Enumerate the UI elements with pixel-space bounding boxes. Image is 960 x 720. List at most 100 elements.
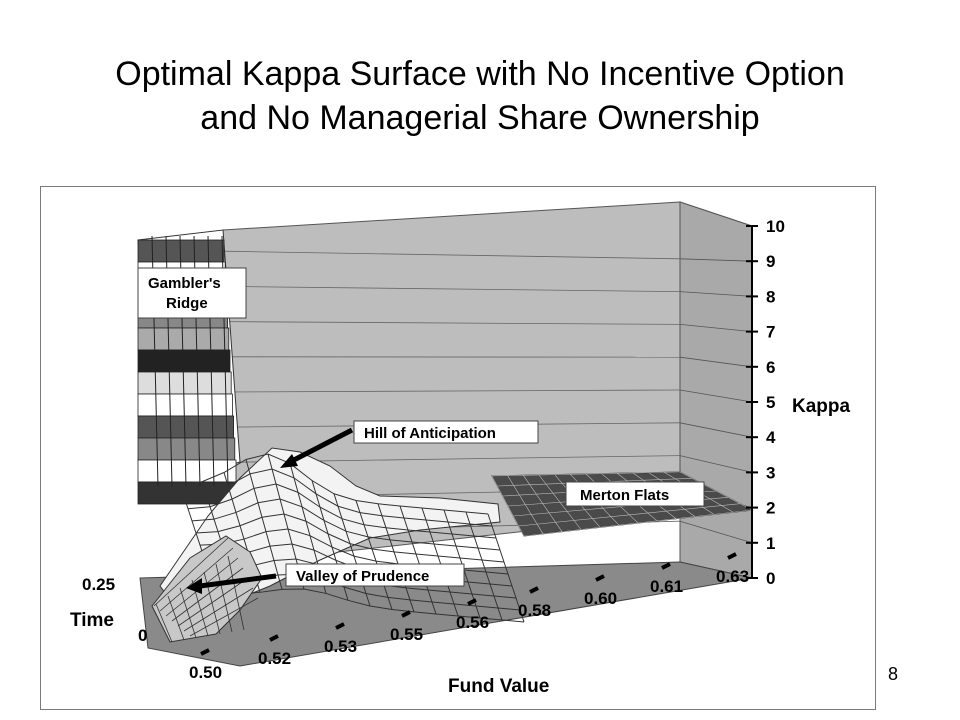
annotation-label: Gambler's Ridge bbox=[148, 275, 221, 312]
side-wall-gridline bbox=[679, 291, 753, 297]
x-tick-mark bbox=[401, 610, 411, 618]
hill-mesh-line bbox=[465, 511, 503, 621]
z-tick-label: 4 bbox=[766, 428, 776, 447]
annotation-box bbox=[137, 267, 247, 319]
ridge-band bbox=[137, 371, 232, 395]
z-tick-label: 3 bbox=[766, 463, 775, 482]
valley-mesh bbox=[153, 537, 259, 643]
y-tick-label: 0 bbox=[138, 626, 147, 645]
x-tick-mark bbox=[269, 634, 279, 642]
annotation-label: Hill of Anticipation bbox=[364, 425, 496, 442]
slide-title-line1: Optimal Kappa Surface with No Incentive … bbox=[115, 55, 845, 93]
flats-grid-line bbox=[518, 503, 741, 527]
valley-mesh-line bbox=[183, 587, 254, 632]
annotation-label: Merton Flats bbox=[580, 487, 669, 504]
valley-mesh-line bbox=[227, 555, 245, 631]
annotation-box bbox=[285, 563, 465, 587]
x-tick-label: 0.61 bbox=[650, 577, 683, 596]
slide-title-line2: and No Managerial Share Ownership bbox=[200, 99, 760, 137]
x-tick-label: 0.60 bbox=[584, 589, 617, 608]
valley-mesh-line bbox=[159, 547, 234, 612]
valley-mesh-line bbox=[155, 603, 173, 643]
x-tick-label: 0.56 bbox=[456, 613, 489, 632]
flats-grid-line bbox=[523, 509, 753, 537]
z-axis-ticks: 0 1 2 3 4 5 6 7 8 9 10 bbox=[746, 217, 785, 588]
annotation-arrow bbox=[199, 573, 277, 589]
x-axis-ticks: 0.50 0.52 0.53 0.55 0.56 0.58 0.60 0.61 0.63 bbox=[189, 552, 749, 682]
annotation-box bbox=[565, 481, 705, 507]
slide-number: 8 bbox=[888, 664, 899, 684]
z-tick-label: 9 bbox=[766, 252, 775, 271]
annotation-valley-of-prudence: Valley of Prudence bbox=[186, 563, 465, 594]
valley-mesh-line bbox=[189, 597, 259, 637]
ridge-band bbox=[137, 459, 237, 483]
annotation-box bbox=[353, 420, 539, 444]
side-wall-gridline bbox=[679, 356, 753, 368]
annotation-merton-flats: Merton Flats bbox=[565, 481, 705, 507]
x-axis-label: Fund Value bbox=[448, 676, 549, 697]
back-wall-gridline bbox=[222, 250, 681, 260]
hill-mesh-line bbox=[333, 493, 371, 607]
valley-mesh-line bbox=[171, 567, 244, 622]
valley-mesh-line bbox=[177, 577, 249, 627]
annotation-hill-of-anticipation: Hill of Anticipation bbox=[280, 420, 539, 468]
z-tick-label: 1 bbox=[766, 534, 775, 553]
z-tick-label: 10 bbox=[766, 217, 785, 236]
z-tick-label: 8 bbox=[766, 287, 775, 306]
x-tick-mark bbox=[661, 562, 671, 570]
z-tick-label: 6 bbox=[766, 358, 775, 377]
flats-grid-line bbox=[491, 471, 681, 477]
x-tick-mark bbox=[727, 552, 737, 560]
x-tick-label: 0.55 bbox=[390, 625, 423, 644]
ridge-band bbox=[137, 327, 230, 351]
x-tick-mark bbox=[467, 598, 477, 606]
side-wall-gridline bbox=[679, 258, 753, 262]
ridge-band bbox=[137, 393, 233, 417]
valley-mesh-line bbox=[179, 587, 197, 639]
ridge-band bbox=[137, 415, 234, 439]
z-tick-label: 7 bbox=[766, 323, 775, 342]
valley-mesh-line bbox=[153, 537, 229, 607]
annotation-arrowhead bbox=[280, 454, 298, 468]
side-wall-gridline bbox=[679, 389, 753, 403]
x-tick-mark bbox=[335, 622, 345, 630]
x-tick-label: 0.58 bbox=[518, 601, 551, 620]
back-wall-gridline bbox=[222, 321, 681, 325]
hill-mesh-line bbox=[245, 459, 283, 590]
x-tick-label: 0.52 bbox=[258, 649, 291, 668]
x-tick-mark bbox=[200, 648, 210, 656]
valley-mesh-line bbox=[215, 563, 233, 633]
y-axis-label: Time bbox=[70, 610, 114, 631]
back-wall-gridline bbox=[222, 286, 681, 292]
hill-mesh-line bbox=[421, 507, 459, 617]
valley-mesh-line bbox=[203, 571, 221, 635]
ridge-band bbox=[137, 437, 236, 461]
annotation-arrow bbox=[288, 427, 354, 465]
annotation-gamblers-ridge: Gambler's Ridge bbox=[137, 267, 247, 319]
x-tick-mark bbox=[529, 586, 539, 594]
side-wall-gridline bbox=[679, 422, 753, 438]
y-tick-label: 0.25 bbox=[82, 575, 115, 594]
chart-side-wall bbox=[679, 201, 753, 579]
z-tick-label: 0 bbox=[766, 569, 775, 588]
annotation-label: Valley of Prudence bbox=[296, 568, 429, 585]
ridge-band bbox=[137, 349, 231, 373]
x-tick-label: 0.50 bbox=[189, 663, 222, 682]
z-axis-label: Kappa bbox=[792, 396, 851, 417]
hill-mesh-line bbox=[399, 505, 437, 615]
side-wall-gridline bbox=[679, 324, 753, 332]
side-wall-gridline bbox=[679, 455, 753, 473]
z-tick-label: 5 bbox=[766, 393, 775, 412]
z-tick-label: 2 bbox=[766, 499, 775, 518]
side-wall-gridline bbox=[679, 520, 753, 544]
hill-mesh-line bbox=[355, 500, 393, 610]
back-wall-gridline bbox=[222, 389, 681, 393]
hill-mesh-line bbox=[487, 513, 525, 623]
x-tick-mark bbox=[595, 574, 605, 582]
chart-floor bbox=[139, 561, 753, 667]
x-tick-label: 0.53 bbox=[324, 637, 357, 656]
x-tick-label: 0.63 bbox=[716, 567, 749, 586]
annotation-arrowhead bbox=[186, 578, 202, 594]
hill-mesh-line bbox=[377, 503, 415, 613]
